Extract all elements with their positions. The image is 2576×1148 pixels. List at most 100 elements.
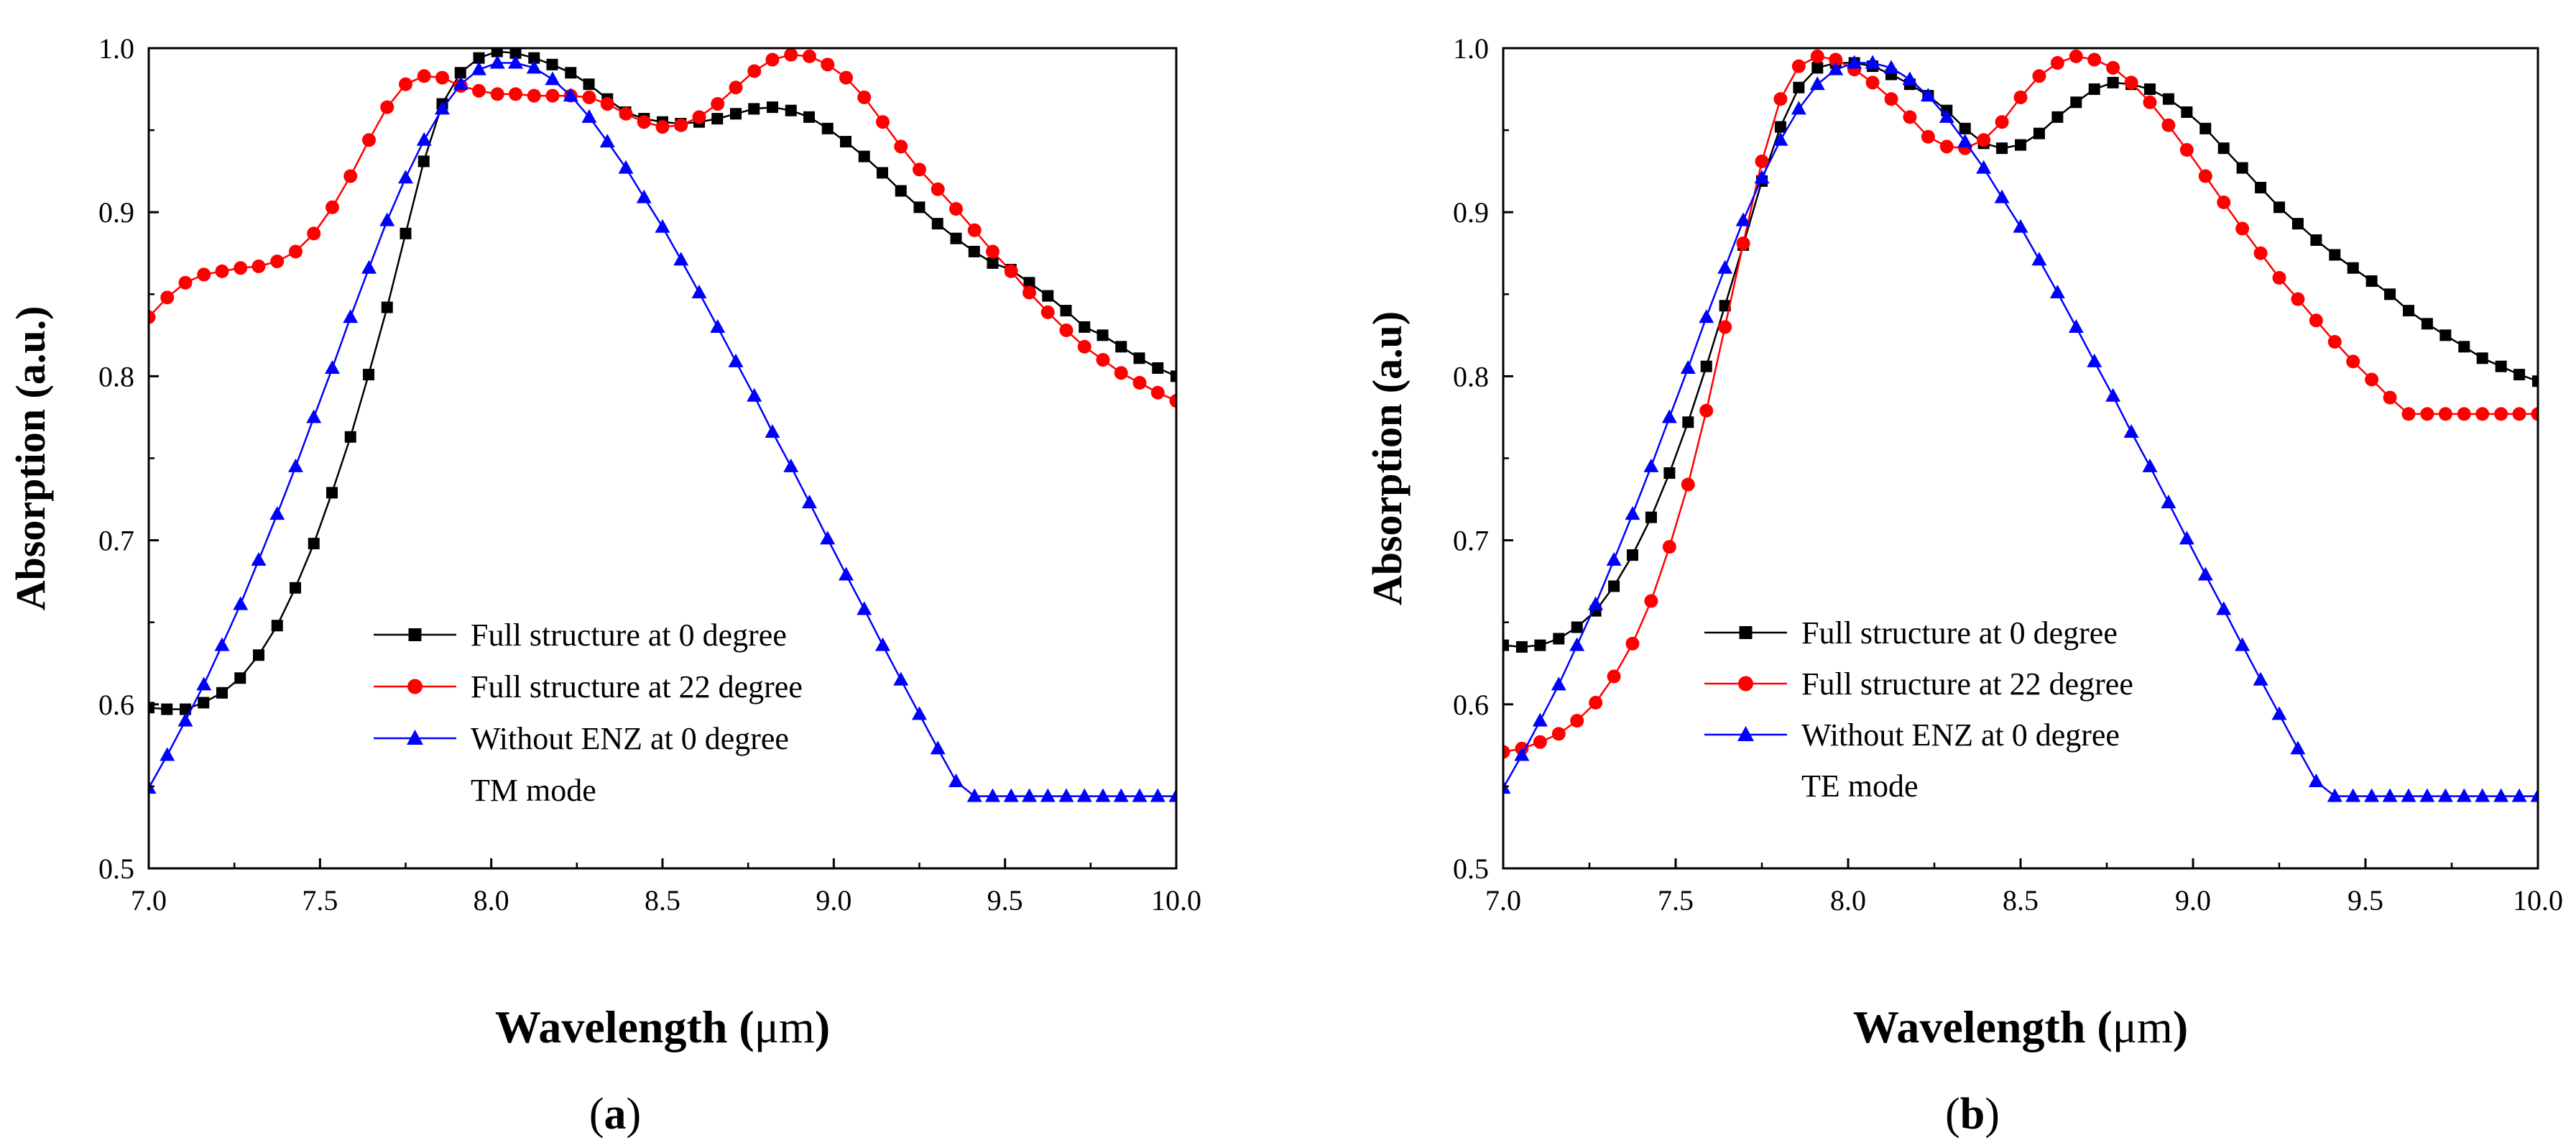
data-point [160,290,175,305]
data-point [2123,423,2139,438]
data-point [214,637,230,651]
data-point [380,100,394,114]
data-point [2309,313,2323,328]
data-point [1645,511,1657,523]
data-point [528,52,540,64]
data-point [874,637,890,651]
data-point [1994,189,2010,203]
data-point [565,67,577,79]
data-point [399,77,412,91]
data-point [1150,385,1165,400]
data-point [1553,633,1565,645]
data-point [2347,262,2359,274]
data-point [2181,106,2193,118]
data-point [711,97,725,111]
data-point [2106,60,2120,75]
data-point [2087,52,2102,67]
data-point [673,252,689,266]
data-point [2070,96,2082,109]
data-point [2494,407,2508,421]
data-point [2401,407,2416,421]
data-point [288,244,303,259]
data-point [381,301,393,313]
data-point [379,212,395,226]
data-point [2013,90,2028,104]
data-point [400,227,412,239]
panel-label-open: ( [589,1090,604,1139]
panel-label: (a) [589,1090,641,1139]
data-point [2271,706,2287,720]
data-point [2198,169,2212,183]
data-point [472,83,486,98]
data-point [1079,321,1091,333]
data-point [1865,55,1880,69]
data-point [287,458,303,472]
data-point [2513,369,2526,381]
data-point [966,788,982,802]
legend-marker [407,730,423,745]
data-point [1625,636,1640,651]
data-point [599,134,615,148]
data-point [913,201,925,213]
data-point [2032,69,2046,83]
data-point [1133,352,1145,364]
data-point [2437,788,2453,802]
data-point [618,160,634,174]
legend-marker [1738,676,1753,692]
data-point [2511,788,2527,802]
data-point [1829,52,1843,67]
data-point [398,170,413,184]
y-tick-label: 0.7 [1453,525,1489,557]
y-tick-label: 0.9 [1453,196,1489,229]
x-axis-label: Wavelength (μm) [1853,1001,2188,1052]
data-point [2105,387,2121,402]
data-point [1681,477,1695,492]
data-point [619,106,633,121]
data-point [161,703,173,715]
data-point [1959,122,1971,134]
data-point [2031,252,2047,266]
data-point [728,353,744,367]
data-point [2236,162,2248,174]
data-point [307,226,321,241]
data-point [1060,305,1072,317]
data-point [1003,788,1019,802]
data-point [987,257,999,269]
data-point [2217,196,2231,210]
data-point [895,185,907,197]
data-point [2383,390,2397,405]
data-point [2384,288,2396,300]
data-point [655,219,670,233]
y-tick-label: 0.7 [98,525,134,557]
data-point [269,506,285,520]
data-point [343,309,359,323]
data-point [1699,309,1714,323]
data-point [2253,671,2268,686]
data-point [233,596,249,610]
series-1 [1503,49,2538,759]
data-point [1865,75,1880,90]
data-point [1503,639,1509,651]
data-point [1171,370,1176,382]
data-point [2273,201,2285,213]
data-point [526,60,542,74]
x-tick-label: 10.0 [2513,884,2563,917]
data-point [2255,181,2267,193]
x-axis-label-main: Wavelength ( [1853,1001,2113,1052]
data-point [711,113,724,125]
data-point [803,111,816,123]
data-point [801,495,817,509]
y-tick-label: 0.6 [98,689,134,721]
data-point [1939,109,1954,123]
data-point [491,48,503,58]
y-tick-label: 0.8 [1453,360,1489,392]
data-point [416,132,432,146]
x-axis-label-close: ) [815,1001,830,1052]
data-point [2142,458,2158,472]
data-point [2310,234,2322,246]
data-point [2329,249,2341,261]
y-tick-label: 0.5 [98,853,134,885]
series-line-0 [149,50,1176,710]
legend-label: Full structure at 22 degree [471,669,803,704]
data-point [2365,275,2378,288]
